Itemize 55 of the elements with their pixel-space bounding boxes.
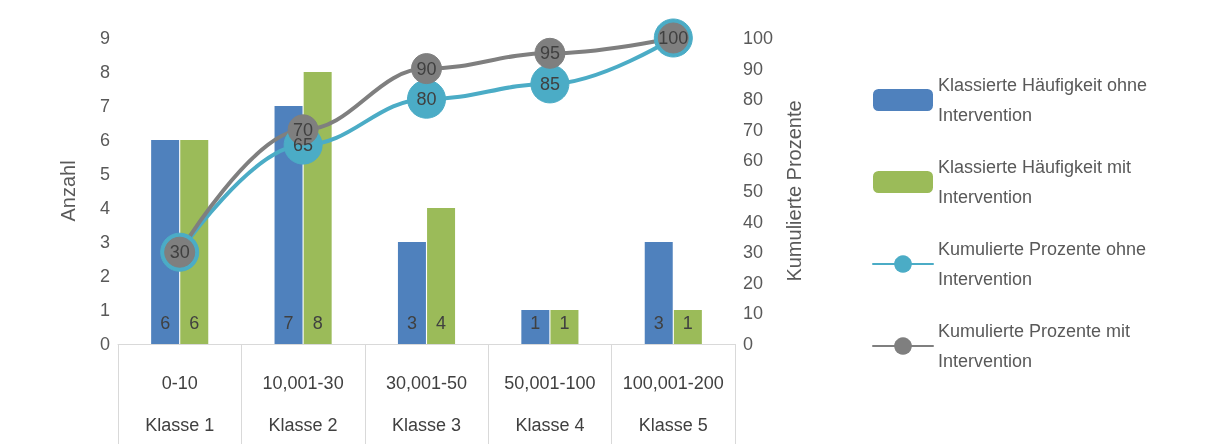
legend-label: Kumulierte Prozente ohne Intervention: [938, 239, 1152, 289]
data-label: 7: [283, 313, 294, 333]
data-label: 1: [559, 313, 570, 333]
y-tick-label: 4: [99, 198, 110, 218]
category-label: 50,001-100 Klasse 4: [504, 373, 596, 435]
y2-tick-label: 30: [743, 242, 764, 263]
data-label: 8: [312, 313, 323, 333]
bar: [397, 242, 426, 344]
data-label: 3: [406, 313, 417, 333]
y-tick-label: 1: [99, 300, 110, 320]
y-tick-label: 0: [99, 334, 110, 354]
y-tick-label: 9: [99, 28, 110, 48]
bar: [550, 310, 579, 344]
data-label: 65: [293, 135, 314, 156]
y2-axis-title: Kumulierte Prozente: [782, 100, 805, 282]
category-label: 100,001-200 Klasse 5: [622, 373, 724, 435]
bar: [521, 310, 550, 344]
y-tick-label: 5: [99, 164, 110, 184]
data-label: 85: [539, 73, 560, 94]
data-label: 3: [653, 313, 664, 333]
legend-label: Klassierte Häufigkeit mit Intervention: [938, 157, 1137, 207]
y2-tick-label: 10: [743, 303, 764, 324]
data-label: 4: [436, 313, 447, 333]
y2-tick-label: 60: [743, 150, 764, 171]
y2-tick-label: 70: [743, 119, 764, 140]
legend-label: Kumulierte Prozente mit Intervention: [938, 321, 1136, 371]
bar: [673, 310, 702, 344]
y2-tick-label: 90: [743, 58, 764, 79]
y-tick-label: 7: [99, 96, 110, 116]
y2-tick-label: 40: [743, 211, 764, 232]
data-label: 6: [189, 313, 200, 333]
y2-tick-label: 20: [743, 272, 764, 293]
y2-tick-label: 100: [743, 28, 774, 48]
data-label: 90: [416, 58, 437, 79]
y-tick-label: 2: [99, 266, 110, 286]
data-label: 30: [169, 242, 190, 263]
y-tick-label: 3: [99, 232, 110, 252]
bar: [427, 208, 456, 344]
y-axis-title: Anzahl: [57, 160, 79, 222]
data-label: 80: [416, 89, 437, 110]
y2-tick-label: 80: [743, 89, 764, 110]
category-label: 30,001-50 Klasse 3: [385, 373, 468, 435]
y-tick-label: 8: [99, 62, 110, 82]
data-label: 95: [539, 43, 560, 64]
legend-label: Klassierte Häufigkeit ohne Intervention: [938, 75, 1153, 125]
data-label: 1: [530, 313, 541, 333]
data-label: 6: [160, 313, 171, 333]
y2-tick-label: 50: [743, 181, 764, 201]
bar: [644, 242, 673, 344]
y2-tick-label: 0: [743, 334, 754, 354]
data-label: 100: [658, 28, 689, 48]
y-tick-label: 6: [99, 130, 110, 150]
data-label: 1: [682, 313, 693, 333]
category-label: 10,001-30 Klasse 2: [262, 373, 344, 435]
category-label: 0-10 Klasse 1: [145, 373, 215, 435]
